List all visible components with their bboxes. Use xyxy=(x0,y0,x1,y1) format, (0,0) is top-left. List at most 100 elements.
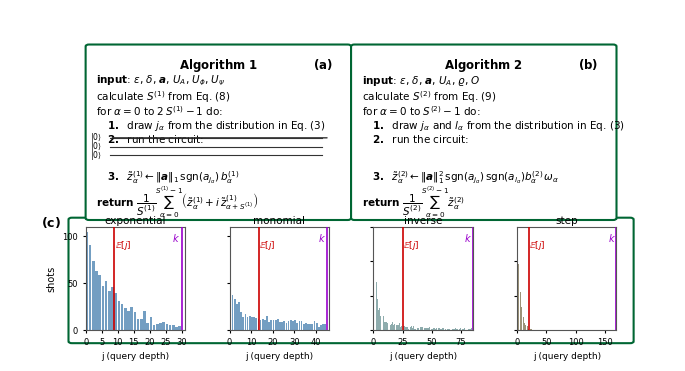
Text: for $\alpha = 0$ to $S^{(2)}-1$ do:: for $\alpha = 0$ to $S^{(2)}-1$ do: xyxy=(362,104,480,118)
Bar xyxy=(240,312,242,330)
Bar xyxy=(275,320,277,330)
Text: calculate $S^{(2)}$ from Eq. (9): calculate $S^{(2)}$ from Eq. (9) xyxy=(362,89,497,105)
Bar xyxy=(398,325,399,330)
Bar xyxy=(416,328,418,330)
Bar xyxy=(175,327,178,330)
Bar xyxy=(124,308,127,330)
Bar xyxy=(307,324,309,330)
Bar xyxy=(143,311,146,330)
Bar xyxy=(256,318,257,330)
Bar xyxy=(127,311,129,330)
Bar xyxy=(421,327,422,330)
Bar xyxy=(299,321,300,330)
Bar xyxy=(427,328,428,330)
Text: $k$: $k$ xyxy=(464,232,472,244)
Title: inverse: inverse xyxy=(404,216,443,226)
Bar xyxy=(443,328,445,330)
Bar xyxy=(159,323,162,330)
Bar xyxy=(455,328,456,330)
Bar xyxy=(415,329,416,330)
Bar xyxy=(393,325,394,330)
Bar xyxy=(447,329,448,330)
Bar xyxy=(140,319,142,330)
Text: $\mathbf{2.}$  run the circuit:: $\mathbf{2.}$ run the circuit: xyxy=(107,134,204,145)
Bar xyxy=(266,316,268,330)
Bar xyxy=(471,328,473,330)
Bar xyxy=(435,329,436,330)
Bar xyxy=(312,324,313,330)
Bar xyxy=(137,319,140,330)
Text: $k$: $k$ xyxy=(608,232,616,244)
Bar xyxy=(314,321,315,330)
Bar xyxy=(286,323,287,330)
Bar xyxy=(439,328,440,330)
Bar xyxy=(92,261,95,330)
Title: exponential: exponential xyxy=(105,216,166,226)
Bar xyxy=(469,329,470,330)
Bar xyxy=(105,281,108,330)
Text: $\mathbf{Algorithm\ 1}$: $\mathbf{Algorithm\ 1}$ xyxy=(179,57,258,74)
Bar xyxy=(264,319,266,330)
Bar xyxy=(242,318,244,330)
Bar xyxy=(406,327,407,330)
Bar xyxy=(253,316,255,330)
Bar xyxy=(322,324,324,330)
Bar xyxy=(412,328,413,330)
Bar xyxy=(172,325,175,330)
Bar xyxy=(377,299,378,330)
Text: $\mathbf{input}$: $\epsilon$, $\delta$, $\boldsymbol{a}$, $U_A$, $\varrho$, $O$: $\mathbf{input}$: $\epsilon$, $\delta$, … xyxy=(362,74,480,88)
Y-axis label: shots: shots xyxy=(47,266,57,292)
Bar xyxy=(388,321,390,330)
Bar xyxy=(411,326,412,330)
Text: $\mathbf{return}\ \dfrac{1}{S^{(2)}}\sum_{\alpha=0}^{S^{(2)}-1}\tilde{z}_\alpha^: $\mathbf{return}\ \dfrac{1}{S^{(2)}}\sum… xyxy=(362,186,464,220)
X-axis label: j (query depth): j (query depth) xyxy=(533,352,601,361)
Text: $\mathbf{3.}$  $\tilde{z}_\alpha^{(1)} \leftarrow \|\boldsymbol{a}\|_1\,\mathrm{: $\mathbf{3.}$ $\tilde{z}_\alpha^{(1)} \l… xyxy=(107,169,239,186)
Bar xyxy=(316,323,318,330)
Bar xyxy=(295,321,296,330)
Bar xyxy=(378,310,379,330)
X-axis label: j (query depth): j (query depth) xyxy=(245,352,313,361)
Text: $\mathbf{return}\ \dfrac{1}{S^{(1)}}\sum_{\alpha=0}^{S^{(1)}-1}\left(\tilde{z}_\: $\mathbf{return}\ \dfrac{1}{S^{(1)}}\sum… xyxy=(96,186,258,220)
Bar xyxy=(408,328,410,330)
Bar xyxy=(229,232,232,330)
Bar xyxy=(432,328,433,330)
Bar xyxy=(232,295,234,330)
Bar xyxy=(130,308,133,330)
Bar xyxy=(310,324,311,330)
Bar xyxy=(247,316,249,330)
Bar xyxy=(118,301,120,330)
Bar xyxy=(86,232,88,330)
Bar xyxy=(269,322,270,330)
Bar xyxy=(290,321,292,330)
Bar xyxy=(279,322,281,330)
Bar xyxy=(292,321,294,330)
Bar xyxy=(395,325,397,330)
Bar xyxy=(89,245,91,330)
Text: $\mathbf{(a)}$: $\mathbf{(a)}$ xyxy=(313,57,332,72)
Text: $\mathbf{1.}$  draw $j_\alpha$ and $l_\alpha$ from the distribution in Eq. (3): $\mathbf{1.}$ draw $j_\alpha$ and $l_\al… xyxy=(372,119,625,133)
Bar xyxy=(297,323,298,330)
Bar xyxy=(249,316,251,330)
Bar xyxy=(320,325,322,330)
Bar xyxy=(303,324,305,330)
Bar xyxy=(468,329,469,330)
Bar xyxy=(386,322,387,330)
Bar xyxy=(456,329,457,330)
Bar xyxy=(121,304,123,330)
Title: monomial: monomial xyxy=(253,216,305,226)
Text: $|0\rangle$: $|0\rangle$ xyxy=(90,149,101,162)
Bar xyxy=(383,316,384,330)
Text: calculate $S^{(1)}$ from Eq. (8): calculate $S^{(1)}$ from Eq. (8) xyxy=(96,89,231,105)
X-axis label: j (query depth): j (query depth) xyxy=(389,352,457,361)
Bar xyxy=(379,308,380,330)
Text: $\mathbf{Algorithm\ 2}$: $\mathbf{Algorithm\ 2}$ xyxy=(445,57,523,74)
Bar xyxy=(169,325,171,330)
Text: $|0\rangle$: $|0\rangle$ xyxy=(90,140,101,153)
Text: $k$: $k$ xyxy=(318,232,325,244)
Bar xyxy=(434,328,435,330)
Bar xyxy=(258,319,260,330)
Bar xyxy=(134,312,136,330)
Bar xyxy=(156,324,159,330)
Bar xyxy=(179,326,181,330)
Bar xyxy=(426,328,427,330)
